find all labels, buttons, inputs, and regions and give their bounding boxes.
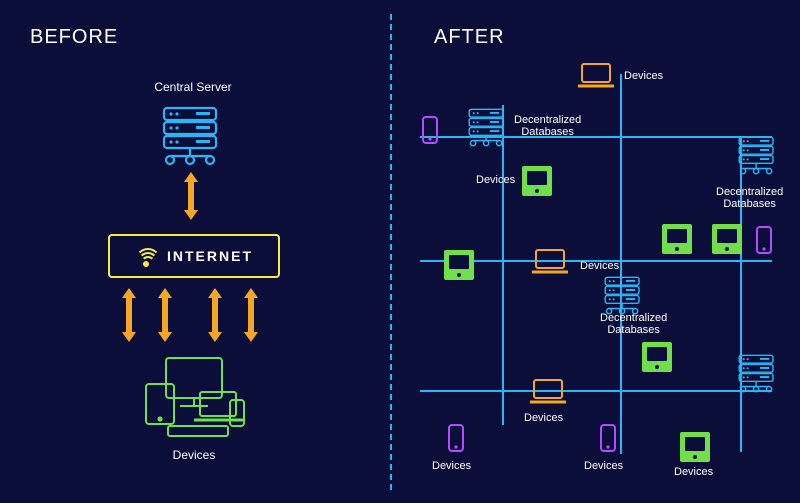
desktop-4: [640, 340, 674, 379]
internet-box: INTERNET: [108, 234, 280, 278]
db-server-label-2: DecentralizedDatabases: [600, 312, 667, 336]
devices-cluster-icon: [140, 356, 248, 447]
desktop-2: [660, 222, 694, 261]
phone-3: [600, 424, 616, 457]
after-title: AFTER: [434, 26, 505, 49]
internet-label: INTERNET: [167, 248, 253, 264]
laptop-label-1: Devices: [580, 260, 619, 272]
desktop-0: [520, 164, 554, 203]
db-server-label-1: DecentralizedDatabases: [716, 186, 783, 210]
desktop-3: [710, 222, 744, 261]
grid-vline-2: [740, 136, 742, 452]
db-server-3: [734, 354, 778, 398]
phone-1: [756, 226, 772, 259]
arrow-mid-4: [244, 288, 258, 342]
laptop-2: [528, 378, 568, 411]
db-server-1: [734, 136, 778, 180]
diagram-stage: BEFORE AFTER Central Server INTERNET: [0, 0, 800, 503]
central-server-label: Central Server: [138, 80, 248, 94]
laptop-label-2: Devices: [524, 412, 563, 424]
phone-label-3: Devices: [584, 460, 623, 472]
grid-vline-0: [502, 105, 504, 425]
laptop-label-0: Devices: [624, 70, 663, 82]
before-title: BEFORE: [30, 26, 118, 49]
desktop-1: [442, 248, 476, 287]
laptop-1: [530, 248, 570, 281]
desktop-label-5: Devices: [674, 466, 713, 478]
arrow-mid-2: [158, 288, 172, 342]
phone-label-2: Devices: [432, 460, 471, 472]
arrow-mid-1: [122, 288, 136, 342]
db-server-0: [464, 108, 508, 152]
central-server-icon: [156, 106, 224, 171]
desktop-5: [678, 430, 712, 469]
db-server-label-0: DecentralizedDatabases: [514, 114, 581, 138]
desktop-label-0: Devices: [476, 174, 515, 186]
arrow-mid-3: [208, 288, 222, 342]
phone-2: [448, 424, 464, 457]
center-divider: [390, 14, 392, 490]
arrow-server-internet: [184, 172, 198, 220]
grid-vline-1: [620, 74, 622, 454]
phone-0: [422, 116, 438, 149]
grid-hline-2: [420, 390, 772, 392]
wifi-icon: [135, 247, 157, 265]
devices-cluster-label: Devices: [164, 448, 224, 462]
laptop-0: [576, 62, 616, 95]
